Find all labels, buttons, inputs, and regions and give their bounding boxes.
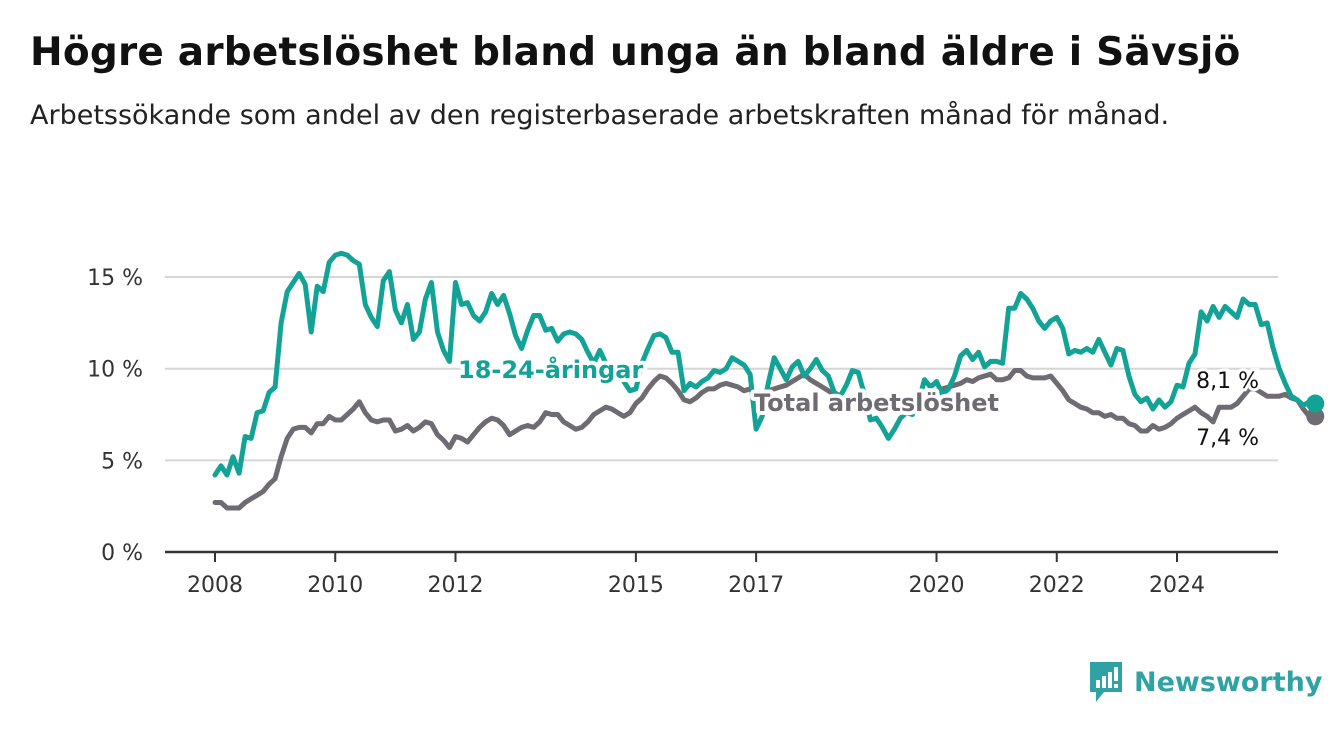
chart-title: Högre arbetslöshet bland unga än bland ä… [30, 30, 1241, 75]
grid-lines [165, 276, 1278, 554]
x-tick-label: 2017 [728, 573, 784, 598]
chart-subtitle: Arbetssökande som andel av den registerb… [30, 100, 1170, 131]
x-tick-label: 2015 [608, 573, 664, 598]
y-tick-label: 0 % [101, 541, 143, 566]
x-tick-label: 2024 [1149, 573, 1205, 598]
x-axis-ticks: 2008 2010 2012 2015 2017 2020 2022 2024 [187, 552, 1205, 598]
y-tick-label: 5 % [101, 449, 143, 474]
series-labels: 18-24-åringar Total arbetslöshet 8,1 % 7,4 … [454, 351, 1262, 454]
series-lines [212, 250, 1325, 511]
youth-series-label: 18-24-åringar [458, 355, 643, 384]
total-end-label: 7,4 % [1196, 426, 1259, 451]
y-tick-label: 10 % [87, 358, 143, 383]
x-tick-label: 2022 [1029, 573, 1085, 598]
newsworthy-brand: Newsworthy [1088, 660, 1322, 704]
y-axis-ticks: 0 % 5 % 10 % 15 % [87, 266, 143, 566]
x-tick-label: 2012 [428, 573, 484, 598]
youth-end-point [1306, 394, 1325, 413]
x-tick-label: 2008 [187, 573, 243, 598]
newsworthy-logo-icon [1090, 662, 1122, 702]
total-series-label: Total arbetslöshet [754, 389, 999, 417]
youth-series-line [212, 250, 1318, 478]
x-tick-label: 2020 [909, 573, 965, 598]
total-end-point [1306, 407, 1325, 426]
x-tick-label: 2010 [307, 573, 363, 598]
brand-name: Newsworthy [1134, 666, 1323, 698]
y-tick-label: 15 % [87, 266, 143, 291]
youth-end-label: 8,1 % [1196, 369, 1259, 394]
